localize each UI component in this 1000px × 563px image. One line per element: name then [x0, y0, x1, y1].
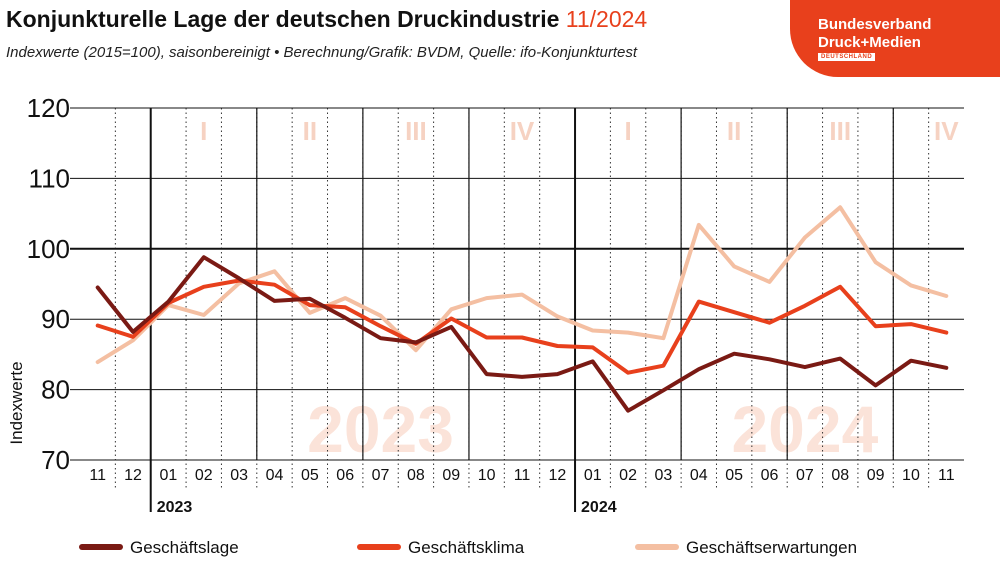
quarter-label: III	[829, 116, 851, 146]
quarter-label: I	[200, 116, 207, 146]
y-tick-label: 70	[41, 445, 70, 475]
y-tick-label: 80	[41, 375, 70, 405]
legend-label: Geschäftsklima	[408, 538, 525, 557]
quarter-label: IV	[934, 116, 959, 146]
x-tick-label: 04	[266, 467, 284, 484]
year-watermark: 2024	[731, 392, 878, 466]
legend-label: Geschäftslage	[130, 538, 239, 557]
x-tick-label: 12	[124, 467, 142, 484]
chart-title-date: 11/2024	[565, 6, 648, 32]
x-tick-label: 05	[301, 467, 319, 484]
x-tick-label: 03	[230, 467, 248, 484]
quarter-label: III	[405, 116, 427, 146]
x-tick-label: 10	[478, 467, 496, 484]
x-tick-label: 01	[160, 467, 178, 484]
chart-title: Konjunkturelle Lage der deutschen Drucki…	[6, 6, 647, 33]
x-tick-label: 11	[89, 467, 106, 484]
y-tick-label: 110	[29, 163, 70, 193]
x-tick-label: 09	[442, 467, 460, 484]
quarter-label: II	[727, 116, 741, 146]
x-tick-label: 07	[372, 467, 390, 484]
y-tick-label: 120	[27, 93, 70, 123]
bvdm-logo: Bundesverband Druck+Medien DEUTSCHLAND	[790, 0, 1000, 77]
logo-line-2: Druck+Medien	[818, 34, 921, 51]
chart-title-text: Konjunkturelle Lage der deutschen Drucki…	[6, 6, 560, 32]
y-tick-label: 100	[27, 234, 70, 264]
quarter-label: II	[303, 116, 317, 146]
x-tick-label: 12	[548, 467, 566, 484]
x-tick-label: 06	[761, 467, 779, 484]
x-tick-label: 04	[690, 467, 708, 484]
x-tick-label: 05	[725, 467, 743, 484]
x-tick-label: 01	[584, 467, 602, 484]
chart-subtitle: Indexwerte (2015=100), saisonbereinigt •…	[6, 44, 638, 61]
logo-line-3: DEUTSCHLAND	[818, 53, 876, 61]
x-tick-label: 08	[831, 467, 849, 484]
year-label: 2024	[581, 499, 617, 516]
x-tick-label: 02	[195, 467, 213, 484]
x-tick-label: 10	[902, 467, 920, 484]
x-tick-label: 11	[938, 467, 955, 484]
y-tick-label: 90	[41, 304, 70, 334]
x-tick-label: 11	[514, 467, 531, 484]
x-tick-label: 03	[655, 467, 673, 484]
logo-line-1: Bundesverband	[818, 16, 932, 33]
quarter-label: IV	[510, 116, 535, 146]
legend-label: Geschäftserwartungen	[686, 538, 857, 557]
x-tick-label: 02	[619, 467, 637, 484]
series-line-geschäftserwartungen	[95, 205, 949, 365]
year-label: 2023	[157, 499, 193, 516]
x-tick-label: 06	[336, 467, 354, 484]
x-tick-label: 07	[796, 467, 814, 484]
x-tick-label: 09	[867, 467, 885, 484]
quarter-label: I	[624, 116, 631, 146]
y-axis-label: Indexwerte	[7, 361, 26, 444]
year-watermark: 2023	[307, 392, 454, 466]
x-tick-label: 08	[407, 467, 425, 484]
series-line-geschäftslage	[95, 255, 949, 413]
